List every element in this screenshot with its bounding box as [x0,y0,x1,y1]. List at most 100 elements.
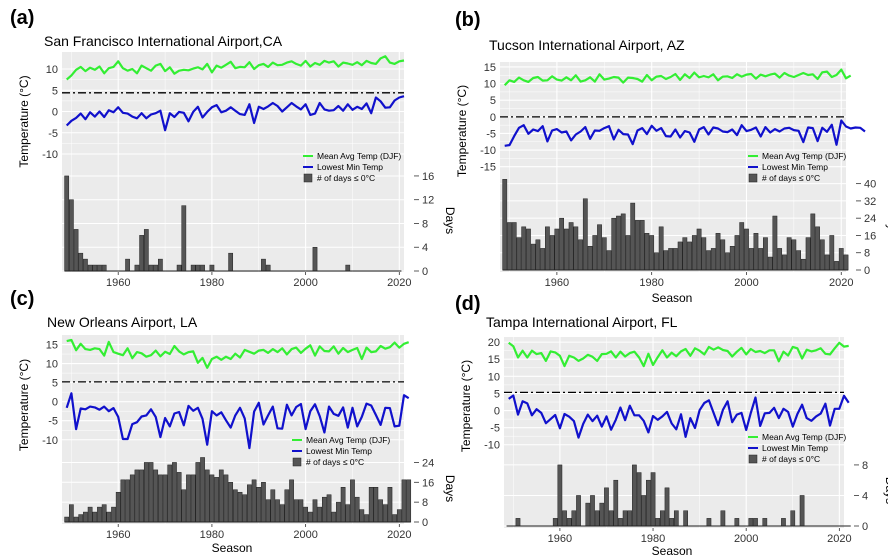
days-tick-label: 8 [422,218,428,230]
days-bar [200,264,205,272]
days-bar [270,489,276,523]
legend-label: # of days ≤ 0°C [306,457,364,467]
days-bar [265,264,271,272]
days-bar [608,510,614,527]
lowest-min-temp-line [504,119,866,147]
temp-tick-label: 5 [52,378,58,390]
days-bar [331,511,337,523]
legend-label: Lowest Min Temp [317,162,383,172]
days-bar [97,264,102,272]
days-bar [176,264,182,272]
days-bar [317,506,323,523]
days-bar [143,229,149,272]
days-bar [706,518,712,527]
days-tick-label: 16 [422,171,434,183]
days-bar [181,205,187,272]
days-bar [256,487,262,523]
days-bar [611,217,617,271]
days-bar [810,213,816,271]
x-axis-label: Season [212,541,253,555]
days-bar [632,464,637,527]
temp-tick-label: 10 [488,371,500,383]
y-axis-label-temp: Temperature (°C) [17,359,31,451]
days-bar [526,228,531,271]
days-bar [663,250,669,271]
days-tick-label: 16 [422,477,434,489]
days-bar [691,235,697,271]
days-bar [64,175,70,272]
days-bar [111,506,116,523]
days-bar [613,479,619,527]
legend-label: Mean Avg Temp (DJF) [762,432,846,442]
mean-avg-temp-line [503,68,852,87]
y-axis-label-temp: Temperature (°C) [17,75,31,167]
days-bar [396,509,402,523]
days-bar [562,510,567,527]
days-bar [350,479,355,523]
days-bar [275,499,280,523]
days-bar [781,518,786,527]
days-bar [606,250,612,271]
days-bar [604,487,609,527]
days-bar [373,487,379,523]
days-bar [677,241,683,271]
days-bar [824,254,830,271]
days-bar [559,217,564,271]
days-bar [321,496,327,523]
days-bar [710,248,716,271]
days-bar [406,479,412,523]
days-bar [73,516,79,523]
days-bar [354,496,360,523]
days-bar [190,474,196,523]
days-bar [585,502,591,527]
days-bar [557,464,563,527]
legend-key-days [303,173,313,183]
days-tick-label: 0 [422,266,428,278]
plot-background [62,52,404,272]
temp-tick-label: 0 [494,406,500,418]
days-bar [237,491,243,523]
days-bar [340,487,346,523]
days-bar [232,489,238,523]
days-bar [345,264,351,272]
days-bar [73,229,79,272]
days-bar [359,509,365,523]
days-bar [401,479,407,523]
temp-tick-label: 20 [488,337,500,349]
days-bar [573,226,579,271]
days-bar [799,495,805,527]
days-bar [734,235,740,271]
days-bar [838,248,844,271]
temp-tick-label: 10 [46,359,58,371]
days-bar [172,462,177,523]
days-bar [682,237,688,271]
days-bar [571,510,577,527]
days-bar [516,237,522,271]
legend-label: # of days ≤ 0°C [762,454,820,464]
x-tick-label: 2000 [734,277,758,289]
days-bar [139,469,145,523]
days-bar [627,510,633,527]
days-bar [64,516,70,523]
temp-tick-label: 5 [494,388,500,400]
x-tick-label: 1960 [545,277,569,289]
days-bar [143,462,149,523]
mean-avg-temp-line [66,338,410,369]
days-bar [125,258,130,272]
days-bar [660,510,665,527]
days-bar [223,474,229,523]
x-tick-label: 1980 [200,529,224,541]
days-bar [336,501,341,523]
days-bar [622,510,628,527]
days-bar [646,479,651,527]
days-bar [545,226,550,271]
days-bar [511,222,517,271]
panel-title: New Orleans Airport, LA [47,314,198,330]
days-bar [664,487,670,527]
y-axis-label-days: Days [443,207,457,234]
days-bar [530,243,536,271]
days-bar [87,264,93,272]
legend-key-days [292,457,302,467]
temp-tick-label: 0 [52,397,58,409]
days-bar [382,504,388,523]
